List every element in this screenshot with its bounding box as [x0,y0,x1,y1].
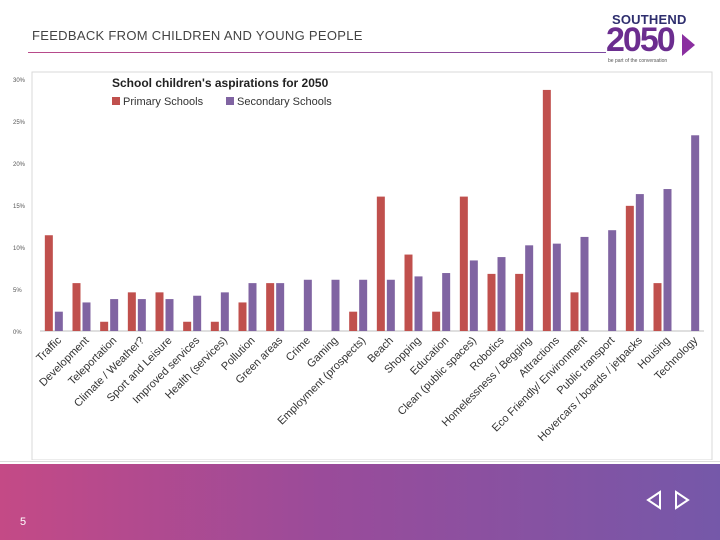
bar-secondary [248,283,257,331]
bar-primary [238,302,247,331]
bar-secondary [276,283,285,331]
bar-primary [459,196,468,331]
y-tick-label: 30% [13,78,26,84]
y-axis-ticks: 0% 5% 10% 15% 20% 25% 30% [13,78,704,336]
bar-secondary [110,299,119,331]
footer-divider [0,461,720,462]
y-tick-label: 5% [13,288,22,294]
y-tick-label: 15% [13,204,26,210]
bar-secondary [220,292,229,331]
bar-secondary [469,260,478,331]
bar-primary [100,321,109,331]
legend-swatch-secondary [226,97,234,105]
bar-primary [155,292,164,331]
bar-secondary [552,243,561,331]
bar-secondary [580,236,589,331]
prev-slide-icon[interactable] [645,490,663,510]
bar-secondary [193,295,202,331]
legend-label-primary: Primary Schools [123,96,204,108]
bar-secondary [497,257,506,331]
bar-secondary [608,230,617,331]
footer-bar [0,464,720,540]
bar-primary [515,273,524,331]
bar-secondary [82,302,91,331]
logo-tagline: be part of the conversation [608,58,668,64]
bar-secondary [331,279,340,331]
y-tick-label: 10% [13,246,26,252]
bar-primary [570,292,579,331]
bar-primary [44,235,53,331]
chart-frame [31,71,713,460]
bar-primary [376,196,385,331]
aspirations-bar-chart: School children's aspirations for 2050 P… [13,71,713,460]
bar-primary [210,321,219,331]
bar-secondary [386,279,395,331]
bar-primary [542,89,551,331]
bar-primary [349,311,358,331]
bar-secondary [54,311,63,331]
logo-year: 2050 [606,21,676,59]
bar-primary [72,283,81,331]
bar-primary [127,292,136,331]
legend-label-secondary: Secondary Schools [237,96,332,108]
bar-secondary [414,276,423,331]
bar-secondary [137,299,146,331]
bar-secondary [442,273,451,331]
y-tick-label: 20% [13,162,26,168]
bar-primary [432,311,441,331]
bar-primary [266,283,275,331]
next-slide-icon[interactable] [673,490,691,510]
bar-primary [404,254,413,331]
header-divider [28,52,606,53]
bar-primary [487,273,496,331]
page-title: FEEDBACK FROM CHILDREN AND YOUNG PEOPLE [32,28,363,43]
y-tick-label: 0% [13,330,22,336]
bar-primary [183,321,192,331]
chart-bars [44,89,700,331]
y-tick-label: 25% [13,120,26,126]
bar-secondary [635,194,644,331]
page-number: 5 [20,516,27,528]
logo-wordmark: SOUTHEND [612,12,687,27]
bar-primary [625,205,634,331]
chart-legend: Primary Schools Secondary Schools [112,96,332,108]
bar-secondary [663,189,672,331]
legend-swatch-primary [112,97,120,105]
bar-secondary [165,299,174,331]
southend-2050-logo: SOUTHEND 2050 be part of the conversatio… [606,12,702,70]
chart-title: School children's aspirations for 2050 [112,76,329,90]
bar-secondary [303,279,312,331]
logo-arrow-icon [682,34,695,56]
bar-secondary [691,135,700,331]
bar-secondary [359,279,368,331]
bar-primary [653,283,662,331]
bar-secondary [525,245,534,331]
